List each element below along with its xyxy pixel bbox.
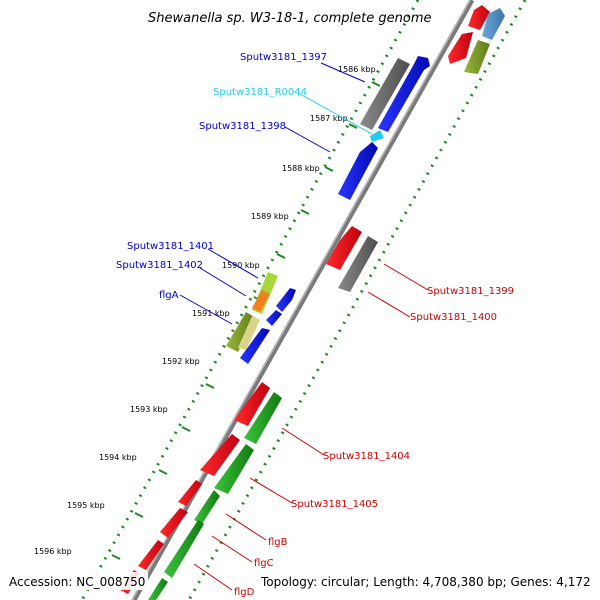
gene-blue-small-1[interactable] [276, 288, 296, 312]
gene-blue-lower[interactable] [240, 328, 270, 364]
gene-sputw3181-1399[interactable] [326, 226, 362, 270]
accession-text: Accession: NC_008750 [9, 575, 145, 589]
gene-sputw3181-1398-upper[interactable] [378, 56, 430, 132]
footer-accession-bg [6, 572, 148, 590]
label-sputw3181-1401[interactable]: Sputw3181_1401 [127, 241, 214, 252]
gene-flga-light[interactable] [238, 316, 260, 350]
gene-flga[interactable] [226, 312, 256, 352]
tick-label-1594: 1594 kbp [99, 453, 137, 462]
gene-red-lower-2[interactable] [200, 434, 240, 476]
tick-label-1590: 1590 kbp [222, 261, 260, 270]
tick-label-1587: 1587 kbp [310, 114, 348, 123]
label-flgd[interactable]: flgD [234, 587, 255, 598]
gene-blue-small-2[interactable] [266, 310, 282, 326]
tick-label-1593: 1593 kbp [130, 405, 168, 414]
gene-red-lower-3[interactable] [178, 480, 202, 506]
map-title: Shewanella sp. W3-18-1, complete genome [148, 11, 431, 26]
label-sputw3181-1402[interactable]: Sputw3181_1402 [116, 260, 203, 271]
tick-label-1589: 1589 kbp [251, 212, 289, 221]
tick-marks [111, 81, 381, 560]
label-sputw3181-1405[interactable]: Sputw3181_1405 [291, 499, 378, 510]
gene-sputw3181-r0044[interactable] [370, 130, 384, 142]
tick-label-1591: 1591 kbp [192, 309, 230, 318]
gene-sputw3181-1405[interactable] [214, 444, 254, 494]
label-sputw3181-1397[interactable]: Sputw3181_1397 [240, 52, 327, 63]
gene-top-steel[interactable] [482, 8, 505, 40]
topology-text: Topology: circular; Length: 4,708,380 bp… [260, 575, 591, 589]
gene-top-red-1[interactable] [468, 5, 490, 30]
label-flgb[interactable]: flgB [268, 537, 288, 548]
footer-topology-bg [258, 572, 594, 590]
tick-label-1596: 1596 kbp [34, 547, 72, 556]
gene-red-lower-1[interactable] [234, 382, 270, 426]
gene-sputw3181-1397[interactable] [360, 58, 410, 130]
gene-flgb[interactable] [194, 490, 220, 524]
gene-sputw3181-1402[interactable] [252, 290, 270, 312]
tick-label-1588: 1588 kbp [282, 164, 320, 173]
gene-flgc[interactable] [164, 520, 204, 578]
label-flga[interactable]: flgA [159, 290, 179, 301]
label-sputw3181-1400[interactable]: Sputw3181_1400 [410, 312, 497, 323]
gene-flgd[interactable] [148, 578, 168, 600]
tick-label-1595: 1595 kbp [67, 501, 105, 510]
gene-sputw3181-1404[interactable] [244, 392, 282, 444]
label-sputw3181-1398[interactable]: Sputw3181_1398 [199, 121, 286, 132]
right-dotted-track [187, 0, 527, 600]
gene-top-red-2[interactable] [448, 32, 473, 64]
gene-sputw3181-1400[interactable] [338, 236, 378, 292]
outer-dotted-track [80, 0, 420, 600]
gene-top-olive[interactable] [464, 40, 490, 74]
label-sputw3181-1399[interactable]: Sputw3181_1399 [427, 286, 514, 297]
tick-label-1586: 1586 kbp [338, 65, 376, 74]
label-flgc[interactable]: flgC [254, 558, 274, 569]
tick-label-1592: 1592 kbp [162, 357, 200, 366]
label-sputw3181-r0044[interactable]: Sputw3181_R0044 [213, 87, 307, 98]
gene-red-lower-5[interactable] [138, 540, 164, 570]
gene-red-lower-4[interactable] [160, 508, 188, 538]
leader-lines-left [179, 62, 373, 325]
leader-lines-right [193, 263, 429, 591]
label-sputw3181-1404[interactable]: Sputw3181_1404 [323, 451, 410, 462]
gene-sputw3181-1398[interactable] [338, 142, 378, 200]
